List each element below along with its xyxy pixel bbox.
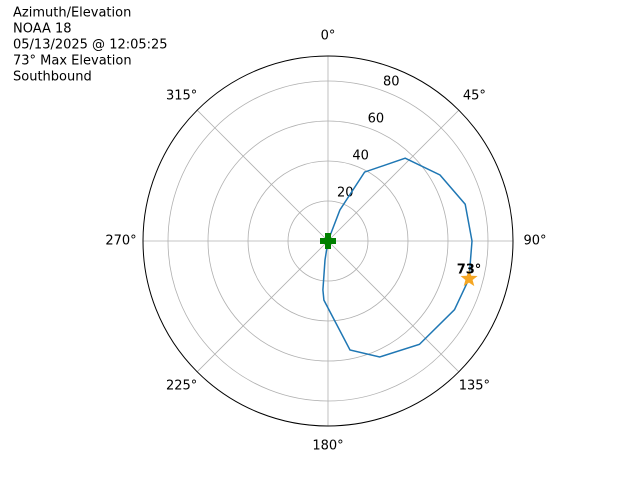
start-marker: [320, 233, 336, 249]
title-line: Southbound: [13, 70, 92, 85]
grid-spoke: [327, 109, 460, 242]
title-line: NOAA 18: [13, 22, 72, 37]
pass-track: [322, 157, 473, 358]
theta-tick-label: 225°: [166, 378, 197, 393]
theta-tick-label: 270°: [105, 234, 136, 249]
theta-tick-label: 45°: [463, 89, 486, 104]
title-line: 05/13/2025 @ 12:05:25: [13, 38, 168, 53]
theta-tick-label: 315°: [166, 89, 197, 104]
r-tick-label: 40: [352, 149, 369, 164]
max-marker: [460, 269, 478, 287]
r-tick-label: 20: [337, 186, 354, 201]
theta-tick-label: 0°: [321, 29, 336, 44]
r-tick-label: 60: [368, 112, 385, 127]
theta-tick-label: 180°: [312, 439, 343, 454]
title-line: Azimuth/Elevation: [13, 6, 131, 21]
theta-tick-label: 90°: [523, 234, 546, 249]
polar-frame: [142, 55, 514, 427]
theta-tick-label: 135°: [459, 378, 490, 393]
title-line: 73° Max Elevation: [13, 54, 132, 69]
grid-spoke: [196, 109, 329, 242]
max-label: 73°: [457, 262, 482, 277]
grid-spoke: [327, 240, 460, 373]
r-tick-label: 80: [383, 75, 400, 90]
grid-spoke: [196, 240, 329, 373]
